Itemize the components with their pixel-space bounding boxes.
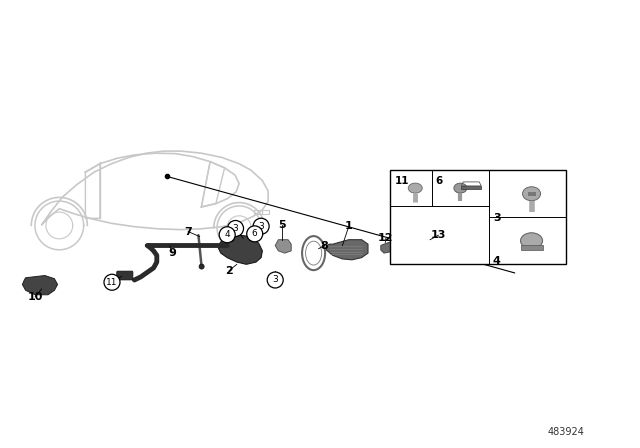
Text: 3: 3 — [493, 213, 500, 223]
Text: 3: 3 — [233, 224, 238, 233]
Polygon shape — [275, 240, 291, 253]
Ellipse shape — [408, 183, 422, 193]
Text: 11: 11 — [106, 278, 118, 287]
Circle shape — [199, 264, 204, 269]
Ellipse shape — [520, 233, 543, 249]
Text: 1: 1 — [345, 221, 353, 231]
Text: 10: 10 — [28, 292, 43, 302]
Bar — [520, 245, 543, 250]
Text: 3: 3 — [273, 276, 278, 284]
Bar — [390, 170, 566, 264]
Polygon shape — [381, 242, 394, 253]
Bar — [527, 192, 536, 196]
Circle shape — [104, 274, 120, 290]
FancyBboxPatch shape — [116, 271, 133, 280]
Text: 4: 4 — [493, 256, 501, 266]
Polygon shape — [402, 237, 445, 254]
Text: 12: 12 — [378, 233, 394, 243]
Polygon shape — [326, 240, 368, 260]
Polygon shape — [22, 276, 58, 295]
Text: 3: 3 — [259, 222, 264, 231]
Text: 6: 6 — [252, 229, 257, 238]
Text: 2: 2 — [225, 266, 233, 276]
Text: 5: 5 — [278, 220, 285, 230]
Text: 483924: 483924 — [548, 427, 585, 437]
Circle shape — [253, 218, 269, 234]
Text: 6: 6 — [436, 176, 443, 186]
Circle shape — [247, 226, 263, 242]
Text: 13: 13 — [431, 230, 446, 240]
Text: 4: 4 — [225, 230, 230, 239]
Text: 7: 7 — [184, 227, 192, 237]
Text: 9: 9 — [169, 248, 177, 258]
Ellipse shape — [522, 187, 541, 201]
Polygon shape — [461, 186, 481, 189]
Text: 11: 11 — [394, 176, 409, 186]
Circle shape — [219, 227, 236, 243]
Ellipse shape — [454, 183, 467, 193]
Polygon shape — [218, 235, 262, 264]
Circle shape — [228, 220, 243, 237]
Text: 8: 8 — [321, 241, 328, 250]
Circle shape — [268, 272, 283, 288]
